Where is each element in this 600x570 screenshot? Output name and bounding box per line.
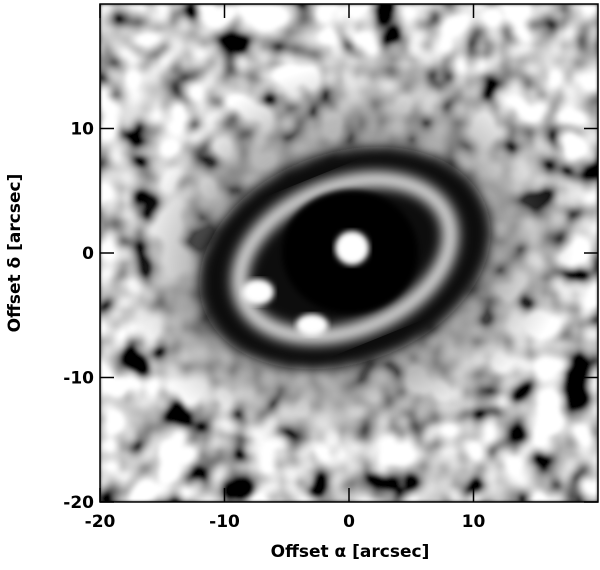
x-tick-label: 0	[343, 512, 355, 532]
x-tick-label: -20	[85, 512, 116, 532]
y-axis-label: Offset δ [arcsec]	[5, 174, 25, 333]
x-tick-label: 10	[462, 512, 486, 532]
y-tick-label: -20	[63, 493, 94, 513]
image	[100, 4, 598, 502]
x-tick-label: -10	[209, 512, 240, 532]
y-tick-label: 0	[82, 244, 94, 264]
y-tick-label: 10	[70, 120, 94, 140]
y-tick-label: -10	[63, 369, 94, 389]
x-axis-label: Offset α [arcsec]	[271, 542, 430, 562]
